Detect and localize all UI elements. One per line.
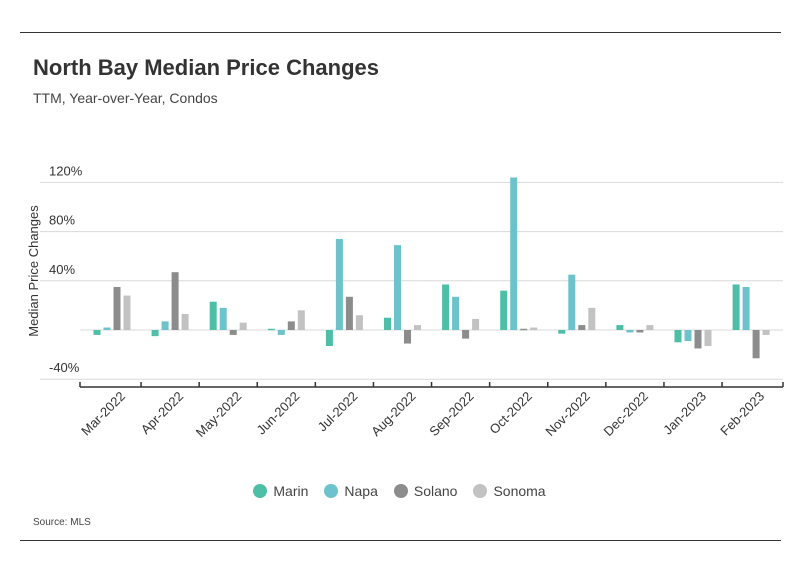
bar-sonoma [472, 318, 480, 330]
y-tick-labels: -40% 40% 80% 120% [49, 163, 83, 375]
bar-sonoma [646, 325, 654, 330]
bar-napa [335, 238, 343, 330]
bar-marin [325, 330, 333, 346]
bar-napa [394, 245, 401, 330]
legend-item-sonoma: Sonoma [473, 483, 546, 499]
bar-marin [267, 328, 275, 331]
bar-solano [462, 330, 470, 339]
bar-sonoma [588, 307, 596, 330]
bar-sonoma [414, 325, 421, 330]
bar-solano [694, 330, 702, 349]
legend-label: Solano [413, 483, 458, 499]
bar-solano [345, 296, 353, 330]
legend-label: Marin [273, 483, 309, 499]
bar-napa [568, 274, 576, 330]
bar-sonoma [530, 327, 538, 330]
x-tick-label: Sep-2022 [426, 389, 476, 439]
bar-solano [636, 330, 644, 333]
y-axis-label: Median Price Changes [26, 205, 41, 337]
bar-napa [103, 327, 111, 330]
bar-solano [113, 286, 121, 330]
bar-napa [510, 177, 518, 330]
chart-subtitle: TTM, Year-over-Year, Condos [33, 90, 218, 106]
x-tick-label: Nov-2022 [542, 389, 592, 439]
bar-solano [520, 328, 528, 331]
bar-marin [151, 330, 159, 337]
bar-sonoma [123, 295, 131, 330]
bar-marin [500, 290, 508, 330]
legend-item-napa: Napa [324, 483, 378, 499]
bar-marin [209, 301, 217, 330]
x-tick-label: Jan-2023 [660, 389, 709, 438]
bar-solano [578, 325, 586, 330]
x-tick-label: Jun-2022 [253, 389, 302, 438]
bar-solano [171, 272, 179, 330]
bar-sonoma [355, 315, 363, 330]
legend-label: Napa [344, 483, 378, 499]
y-tick-label: 80% [49, 213, 75, 228]
bar-sonoma [239, 322, 247, 330]
top-rule [20, 32, 781, 33]
x-axis [79, 382, 784, 388]
bar-napa [626, 330, 634, 333]
bar-solano [752, 330, 760, 359]
x-tick-label: Aug-2022 [368, 389, 418, 439]
bar-napa [219, 307, 227, 330]
source-note: Source: MLS [33, 517, 91, 528]
bar-solano [404, 330, 411, 344]
y-tick-label: 120% [49, 163, 83, 178]
x-tick-label: Jul-2022 [315, 389, 361, 435]
bar-marin [93, 330, 101, 335]
y-tick-label: -40% [49, 360, 80, 375]
bottom-rule [20, 540, 781, 541]
gridlines [40, 181, 783, 380]
bar-napa [742, 286, 750, 330]
bar-solano [287, 321, 295, 330]
bar-napa [277, 330, 285, 335]
legend-swatch [253, 484, 268, 498]
bar-sonoma [297, 310, 305, 330]
x-tick-label: Apr-2022 [138, 389, 186, 437]
y-tick-label: 40% [49, 262, 75, 277]
bar-marin [674, 330, 682, 343]
legend-item-marin: Marin [253, 483, 308, 499]
bar-solano [229, 330, 237, 335]
legend-label: Sonoma [493, 483, 546, 499]
x-tick-labels: Mar-2022 Apr-2022 May-2022 Jun-2022 Jul-2022… [78, 389, 767, 440]
bar-marin [616, 325, 624, 330]
x-tick-label: Oct-2022 [486, 389, 534, 437]
bar-sonoma [762, 330, 770, 335]
x-tick-label: Feb-2023 [717, 389, 767, 439]
bar-napa [161, 321, 169, 330]
legend-swatch [473, 484, 488, 498]
bar-marin [442, 284, 450, 330]
legend-swatch [393, 484, 408, 498]
bars [93, 177, 770, 359]
x-tick-label: Mar-2022 [78, 389, 128, 439]
bar-napa [684, 330, 692, 342]
bar-marin [384, 317, 391, 330]
bar-marin [732, 284, 740, 330]
bar-sonoma [704, 330, 712, 346]
bar-napa [452, 296, 460, 330]
legend-item-solano: Solano [393, 483, 458, 499]
legend: Marin Napa Solano Sonoma [0, 483, 799, 499]
x-tick-label: Dec-2022 [601, 389, 651, 439]
bar-sonoma [181, 314, 189, 330]
chart-title: North Bay Median Price Changes [33, 55, 379, 80]
bar-marin [558, 330, 566, 334]
x-tick-label: May-2022 [193, 389, 244, 440]
legend-swatch [324, 484, 339, 498]
